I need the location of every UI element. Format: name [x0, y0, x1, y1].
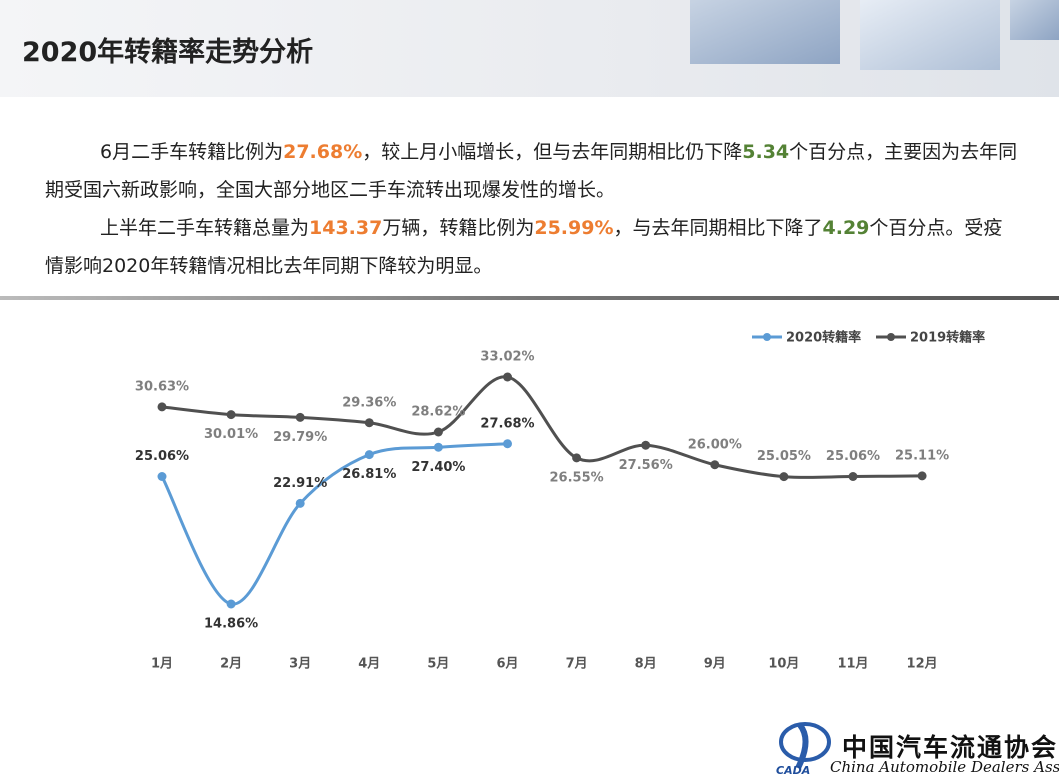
- x-tick-label: 6月: [496, 657, 518, 672]
- x-tick-label: 7月: [566, 657, 588, 672]
- x-tick-label: 2月: [220, 657, 242, 672]
- header: 2020年转籍率走势分析: [0, 0, 1059, 97]
- data-label: 25.06%: [135, 449, 189, 464]
- highlight: 25.99%: [534, 217, 614, 239]
- x-tick-label: 1月: [151, 657, 173, 672]
- data-label: 25.06%: [826, 449, 880, 464]
- text: 个百分点，主要因为去年同期受国六新政影响，全国大部分地区二手车流转出现爆发性的增…: [45, 141, 1018, 201]
- data-label: 33.02%: [480, 350, 534, 365]
- legend-marker: [887, 333, 895, 341]
- data-point: [503, 439, 512, 449]
- paragraph: 上半年二手车转籍总量为143.37万辆，转籍比例为25.99%，与去年同期相比下…: [45, 209, 1020, 285]
- x-tick-label: 11月: [837, 657, 868, 672]
- data-point: [226, 410, 236, 420]
- data-point: [848, 472, 858, 481]
- data-label: 14.86%: [204, 617, 258, 632]
- x-tick-label: 8月: [635, 657, 657, 672]
- text: ，较上月小幅增长，但与去年同期相比仍下降: [362, 141, 743, 163]
- legend-marker: [763, 333, 771, 341]
- data-label: 29.36%: [342, 395, 396, 410]
- data-point: [295, 412, 305, 422]
- legend-label: 2020转籍率: [786, 330, 861, 346]
- highlight: 27.68%: [283, 141, 363, 163]
- data-label: 26.81%: [342, 467, 396, 482]
- legend-label: 2019转籍率: [910, 330, 985, 346]
- data-point: [503, 372, 512, 382]
- highlight: 4.29: [822, 217, 870, 239]
- cube: [690, 0, 840, 64]
- data-label: 30.01%: [204, 427, 258, 442]
- text: 万辆，转籍比例为: [382, 217, 535, 239]
- data-point: [157, 402, 167, 412]
- x-tick-label: 12月: [907, 657, 938, 672]
- text: ，与去年同期相比下降了: [613, 217, 823, 239]
- logo-name: 中国汽车流通协会: [842, 733, 1059, 762]
- data-point: [779, 472, 789, 482]
- data-point: [364, 418, 374, 428]
- data-point: [710, 460, 720, 470]
- x-tick-label: 4月: [358, 657, 380, 672]
- separator: [0, 296, 1059, 300]
- x-tick-label: 5月: [427, 657, 449, 672]
- data-label: 26.55%: [550, 470, 604, 485]
- data-label: 28.62%: [411, 405, 465, 420]
- text: 上半年二手车转籍总量为: [100, 217, 310, 239]
- body-text: 6月二手车转籍比例为27.68%，较上月小幅增长，但与去年同期相比仍下降5.34…: [45, 133, 1020, 285]
- slide-title: 2020年转籍率走势分析: [22, 37, 314, 68]
- text: 6月二手车转籍比例为: [100, 141, 284, 163]
- text: 个百分点。受疫情影响2020年转籍情况相比去年同期下降较为明显。: [45, 217, 1003, 277]
- data-label: 27.40%: [411, 460, 465, 475]
- data-point: [433, 427, 443, 437]
- header-decoration: [690, 0, 1059, 70]
- data-label: 30.63%: [135, 379, 189, 394]
- data-point: [917, 471, 927, 481]
- data-label: 26.00%: [688, 437, 742, 452]
- paragraph: 6月二手车转籍比例为27.68%，较上月小幅增长，但与去年同期相比仍下降5.34…: [45, 133, 1020, 209]
- logo-english: China Automobile Dealers Association: [830, 758, 1059, 776]
- data-point: [157, 472, 167, 481]
- x-tick-label: 10月: [768, 657, 799, 672]
- cube: [860, 0, 1000, 70]
- data-point: [364, 450, 374, 460]
- data-point: [226, 599, 236, 609]
- data-label: 22.91%: [273, 476, 327, 491]
- highlight: 143.37: [309, 217, 383, 239]
- data-point: [295, 498, 305, 508]
- x-tick-label: 3月: [289, 657, 311, 672]
- logo-abbr: CADA: [776, 764, 811, 777]
- data-label: 27.68%: [480, 416, 534, 431]
- highlight: 5.34: [742, 141, 790, 163]
- data-label: 25.05%: [757, 449, 811, 464]
- data-point: [641, 440, 651, 450]
- data-label: 25.11%: [895, 448, 949, 463]
- logo-mark: [779, 722, 831, 770]
- data-point: [433, 442, 443, 452]
- cube: [1010, 0, 1059, 40]
- data-label: 29.79%: [273, 430, 327, 445]
- x-tick-label: 9月: [704, 657, 726, 672]
- data-point: [572, 453, 582, 463]
- data-label: 27.56%: [619, 458, 673, 473]
